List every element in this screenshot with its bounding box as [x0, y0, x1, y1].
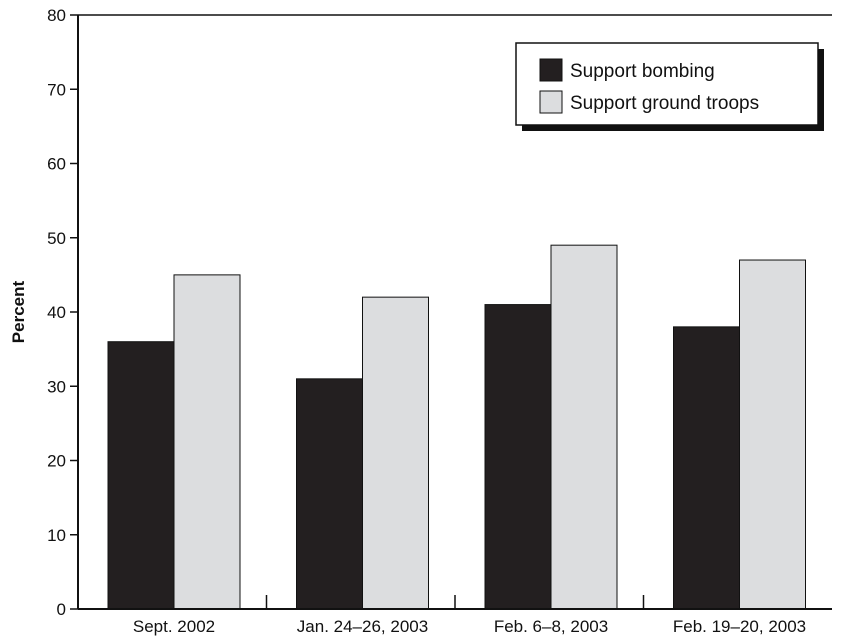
category-label-0: Sept. 2002 [133, 617, 215, 636]
ticks-layer: 0 10 20 30 40 50 60 70 80 [47, 6, 78, 619]
legend-label-bombing: Support bombing [570, 61, 715, 82]
bar-ground-troops-0 [173, 274, 241, 610]
y-tick-label-80: 80 [47, 6, 66, 25]
y-tick-label-70: 70 [47, 80, 66, 99]
bar-bombing-0 [107, 341, 175, 610]
bars-layer [107, 244, 806, 610]
y-tick-label-40: 40 [47, 303, 66, 322]
y-tick-label-10: 10 [47, 526, 66, 545]
bar-bombing-3 [673, 326, 740, 610]
y-tick-label-50: 50 [47, 229, 66, 248]
y-tick-label-30: 30 [47, 377, 66, 396]
bar-bombing-2 [484, 304, 552, 610]
legend-swatch-bombing [539, 58, 563, 82]
y-tick-label-60: 60 [47, 155, 66, 174]
bar-ground-troops-2 [550, 244, 618, 610]
y-axis-label: Percent [9, 280, 28, 343]
legend-label-ground-troops: Support ground troops [570, 93, 759, 114]
legend-swatch-ground-troops [539, 90, 563, 114]
legend-box [515, 42, 819, 126]
bar-ground-troops-3 [739, 259, 806, 610]
bar-ground-troops-1 [362, 296, 429, 610]
category-label-1: Jan. 24–26, 2003 [297, 617, 428, 636]
y-tick-label-20: 20 [47, 452, 66, 471]
bar-bombing-1 [296, 378, 363, 610]
legend: Support bombing Support ground troops [515, 42, 824, 131]
y-tick-label-0: 0 [57, 600, 66, 619]
category-label-2: Feb. 6–8, 2003 [494, 617, 608, 636]
category-labels: Sept. 2002 Jan. 24–26, 2003 Feb. 6–8, 2003… [133, 595, 806, 636]
category-label-3: Feb. 19–20, 2003 [673, 617, 806, 636]
